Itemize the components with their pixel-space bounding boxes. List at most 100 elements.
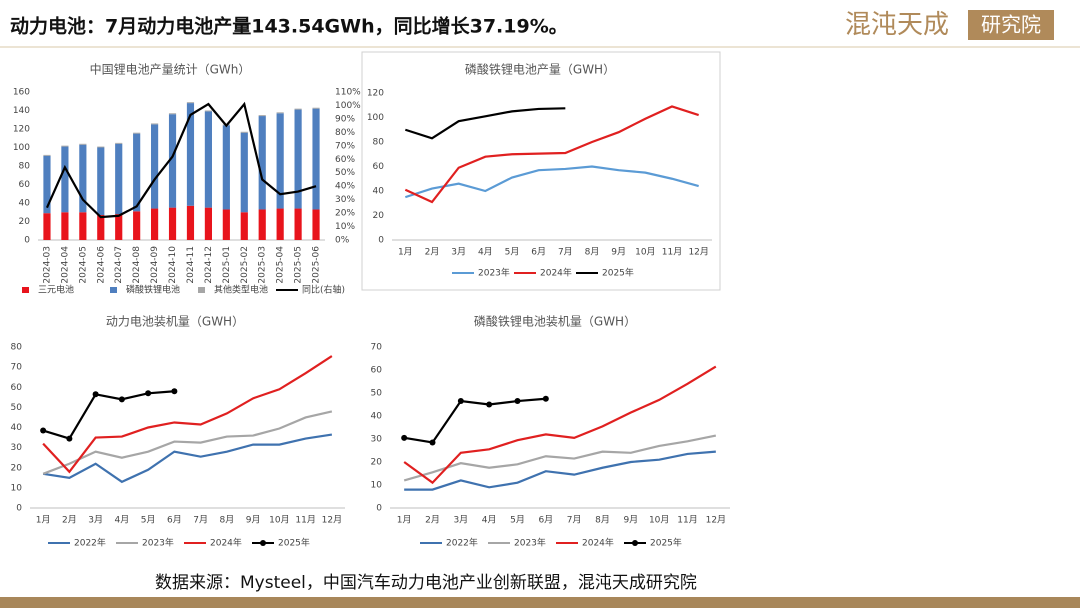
legend-label: 2025年 bbox=[650, 537, 682, 549]
x-tick-label: 11月 bbox=[295, 515, 315, 526]
y2-tick-label: 80% bbox=[335, 128, 355, 138]
x-tick-label: 2025-03 bbox=[258, 246, 268, 284]
chart-title: 磷酸铁锂电池产量（GWH） bbox=[465, 62, 615, 77]
y-tick-label: 0 bbox=[16, 504, 22, 514]
bar bbox=[168, 113, 177, 115]
x-tick-label: 5月 bbox=[510, 515, 525, 526]
x-tick-label: 11月 bbox=[677, 515, 697, 526]
marker bbox=[118, 396, 125, 403]
x-tick-label: 3月 bbox=[453, 515, 468, 526]
legend-marker bbox=[632, 540, 638, 546]
bar bbox=[276, 113, 284, 209]
bar bbox=[276, 208, 284, 240]
line bbox=[404, 450, 716, 491]
bar bbox=[240, 212, 248, 240]
x-tick-label: 12月 bbox=[322, 515, 342, 526]
x-tick-label: 2025-02 bbox=[240, 246, 250, 284]
x-tick-label: 1月 bbox=[36, 515, 51, 526]
y-tick-label: 120 bbox=[367, 89, 384, 99]
y2-tick-label: 30% bbox=[335, 195, 355, 205]
y-tick-label: 160 bbox=[13, 88, 30, 98]
x-tick-label: 2024-09 bbox=[150, 246, 160, 284]
y-tick-label: 80 bbox=[373, 138, 385, 148]
bar bbox=[97, 147, 105, 216]
bar bbox=[186, 102, 195, 104]
marker bbox=[145, 390, 152, 397]
bar bbox=[222, 209, 230, 240]
logo-box bbox=[968, 10, 1054, 40]
y-tick-label: 40 bbox=[19, 199, 31, 209]
marker bbox=[66, 435, 73, 442]
x-tick-label: 6月 bbox=[531, 247, 546, 258]
chart-frame bbox=[361, 51, 721, 291]
logo-box-text: 研究院 bbox=[981, 13, 1041, 37]
marker bbox=[92, 391, 99, 398]
bar bbox=[204, 111, 212, 208]
y-tick-label: 120 bbox=[13, 125, 30, 135]
y2-tick-label: 90% bbox=[335, 114, 355, 124]
x-tick-label: 7月 bbox=[558, 247, 573, 258]
y-tick-label: 60 bbox=[373, 162, 385, 172]
x-tick-label: 3月 bbox=[451, 247, 466, 258]
line bbox=[42, 410, 333, 475]
x-tick-label: 2025-04 bbox=[276, 246, 286, 284]
y-tick-label: 40 bbox=[11, 423, 23, 433]
legend-swatch bbox=[22, 287, 29, 293]
y-tick-label: 0 bbox=[378, 236, 384, 246]
y-tick-label: 40 bbox=[371, 412, 383, 422]
x-tick-label: 8月 bbox=[595, 515, 610, 526]
y-tick-label: 60 bbox=[11, 383, 23, 393]
footer-bar bbox=[0, 597, 1080, 608]
bar bbox=[151, 123, 159, 125]
y2-tick-label: 0% bbox=[335, 236, 350, 246]
line bbox=[45, 101, 317, 219]
x-tick-label: 2025-05 bbox=[294, 246, 304, 284]
line bbox=[404, 165, 699, 199]
x-tick-label: 10月 bbox=[635, 247, 655, 258]
x-tick-label: 12月 bbox=[706, 515, 726, 526]
x-tick-label: 4月 bbox=[115, 515, 130, 526]
x-tick-label: 2024-07 bbox=[114, 246, 124, 284]
bar bbox=[79, 212, 87, 240]
bar bbox=[222, 125, 230, 210]
x-tick-label: 2024-06 bbox=[96, 246, 106, 284]
bar bbox=[168, 114, 177, 208]
bar bbox=[312, 107, 320, 109]
bar bbox=[43, 213, 51, 240]
marker bbox=[486, 401, 493, 408]
x-tick-label: 8月 bbox=[585, 247, 600, 258]
y-tick-label: 20 bbox=[11, 463, 23, 473]
y2-tick-label: 40% bbox=[335, 182, 355, 192]
y2-tick-label: 50% bbox=[335, 168, 355, 178]
marker bbox=[514, 398, 521, 405]
x-tick-label: 2024-03 bbox=[42, 246, 52, 284]
bar bbox=[168, 207, 177, 240]
y-tick-label: 20 bbox=[19, 217, 31, 227]
x-tick-label: 9月 bbox=[611, 247, 626, 258]
y2-tick-label: 10% bbox=[335, 222, 355, 232]
bar bbox=[43, 154, 51, 156]
legend-label: 三元电池 bbox=[38, 284, 74, 296]
page-title: 动力电池：7月动力电池产量143.54GWh，同比增长37.19%。 bbox=[10, 15, 568, 38]
bar bbox=[133, 132, 141, 134]
bar bbox=[186, 103, 195, 206]
legend-label: 2024年 bbox=[582, 537, 614, 549]
bar bbox=[240, 132, 248, 213]
y-tick-label: 100 bbox=[13, 143, 30, 153]
y-tick-label: 140 bbox=[13, 106, 30, 116]
line bbox=[404, 105, 700, 204]
bar bbox=[79, 144, 87, 213]
x-tick-label: 7月 bbox=[567, 515, 582, 526]
legend-label: 同比(右轴) bbox=[302, 284, 345, 296]
y-tick-label: 30 bbox=[371, 435, 383, 445]
bar bbox=[294, 208, 302, 240]
x-tick-label: 2025-01 bbox=[222, 246, 232, 284]
y2-tick-label: 100% bbox=[335, 101, 361, 111]
line bbox=[404, 107, 566, 140]
x-tick-label: 2024-11 bbox=[186, 246, 196, 284]
x-tick-label: 7月 bbox=[193, 515, 208, 526]
y2-tick-label: 60% bbox=[335, 155, 355, 165]
y2-tick-label: 20% bbox=[335, 209, 355, 219]
bar bbox=[204, 110, 212, 112]
legend-label: 2022年 bbox=[446, 537, 478, 549]
